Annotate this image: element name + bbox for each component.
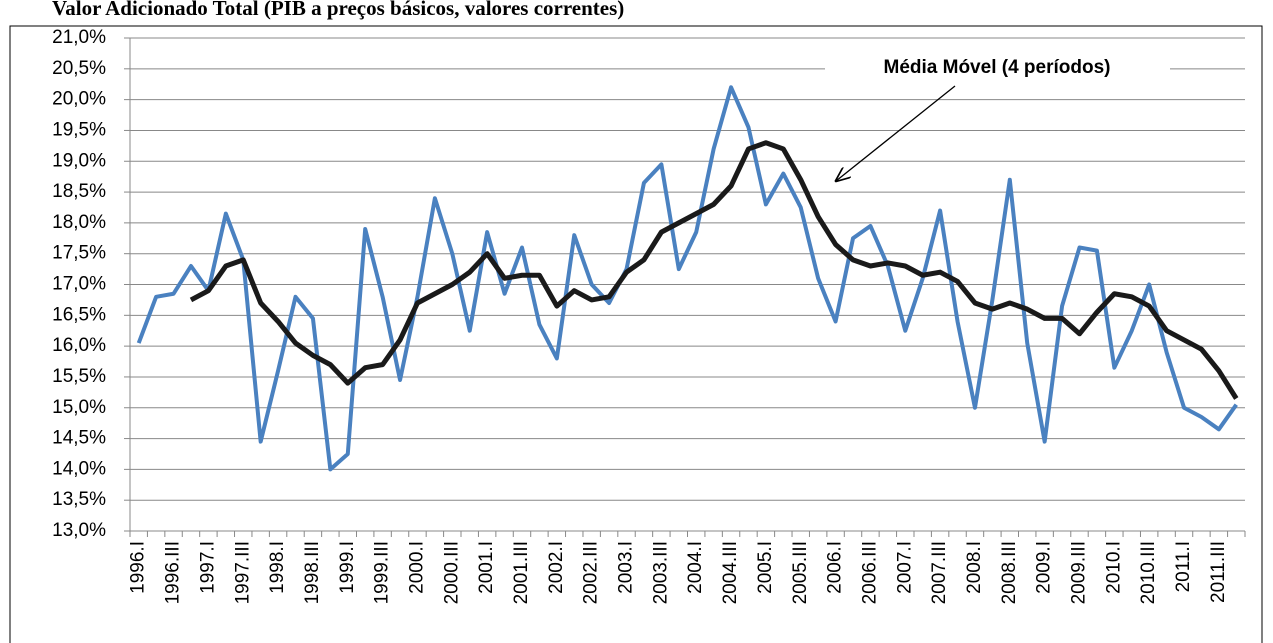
- x-tick-label: 1997.III: [232, 541, 253, 604]
- y-tick-label: 15,0%: [52, 397, 106, 418]
- y-tick-label: 16,0%: [52, 335, 106, 356]
- series-line: [136, 85, 1238, 472]
- y-tick-label: 14,5%: [52, 428, 106, 449]
- y-tick-label: 13,0%: [52, 520, 106, 541]
- annotation: Média Móvel (4 períodos): [884, 57, 1111, 78]
- series-line: [189, 140, 1239, 400]
- y-tick-label: 14,0%: [52, 458, 106, 479]
- y-tick-label: 16,5%: [52, 304, 106, 325]
- x-tick-label: 2005.III: [790, 541, 811, 604]
- x-tick-label: 2002.III: [581, 541, 602, 604]
- x-tick-label: 2011.III: [1208, 541, 1229, 603]
- x-tick-label: 1999.III: [372, 541, 393, 604]
- y-tick-label: 18,5%: [52, 181, 106, 202]
- x-tick-label: 2010.I: [1103, 541, 1124, 594]
- x-tick-label: 2001.III: [511, 541, 532, 604]
- x-tick-label: 2002.I: [546, 541, 567, 594]
- x-tick-label: 1996.III: [163, 541, 184, 604]
- y-tick-label: 19,0%: [52, 150, 106, 171]
- y-tick-label: 20,5%: [52, 58, 106, 79]
- x-tick-label: 2000.I: [406, 541, 427, 594]
- chart-frame: [9, 25, 1263, 643]
- x-tick-label: 1998.III: [302, 541, 323, 604]
- x-tick-label: 1997.I: [197, 541, 218, 594]
- x-tick-label: 2000.III: [441, 541, 462, 604]
- x-tick-label: 1996.I: [128, 541, 149, 594]
- x-tick-label: 2003.III: [650, 541, 671, 604]
- x-tick-label: 1999.I: [337, 541, 358, 594]
- x-tick-label: 2009.I: [1034, 541, 1055, 594]
- y-tick-label: 13,5%: [52, 489, 106, 510]
- x-tick-label: 2004.I: [685, 541, 706, 594]
- x-tick-label: 2009.III: [1069, 541, 1090, 604]
- x-tick-label: 1998.I: [267, 541, 288, 594]
- y-tick-label: 20,0%: [52, 89, 106, 110]
- annotation-background: [825, 50, 1170, 86]
- x-tick-label: 2007.I: [894, 541, 915, 594]
- y-tick-label: 19,5%: [52, 119, 106, 140]
- annotation-arrow: [836, 85, 956, 181]
- y-tick-label: 17,5%: [52, 243, 106, 264]
- x-tick-label: 2006.III: [859, 541, 880, 604]
- x-tick-label: 2004.III: [720, 541, 741, 604]
- y-tick-label: 15,5%: [52, 366, 106, 387]
- x-tick-label: 2001.I: [476, 541, 497, 594]
- y-tick-label: 21,0%: [52, 27, 106, 48]
- x-tick-label: 2011.I: [1173, 541, 1194, 592]
- x-tick-label: 2008.III: [999, 541, 1020, 604]
- x-tick-label: 2003.I: [616, 541, 637, 594]
- chart-title: Valor Adicionado Total (PIB a preços bás…: [52, 0, 624, 20]
- x-tick-label: 2005.I: [755, 541, 776, 594]
- y-tick-label: 18,0%: [52, 212, 106, 233]
- y-tick-label: 17,0%: [52, 274, 106, 295]
- x-tick-label: 2008.I: [964, 541, 985, 594]
- title-background: [0, 0, 1273, 25]
- x-tick-label: 2007.III: [929, 541, 950, 604]
- x-tick-label: 2010.III: [1138, 541, 1159, 604]
- x-tick-label: 2006.I: [825, 541, 846, 594]
